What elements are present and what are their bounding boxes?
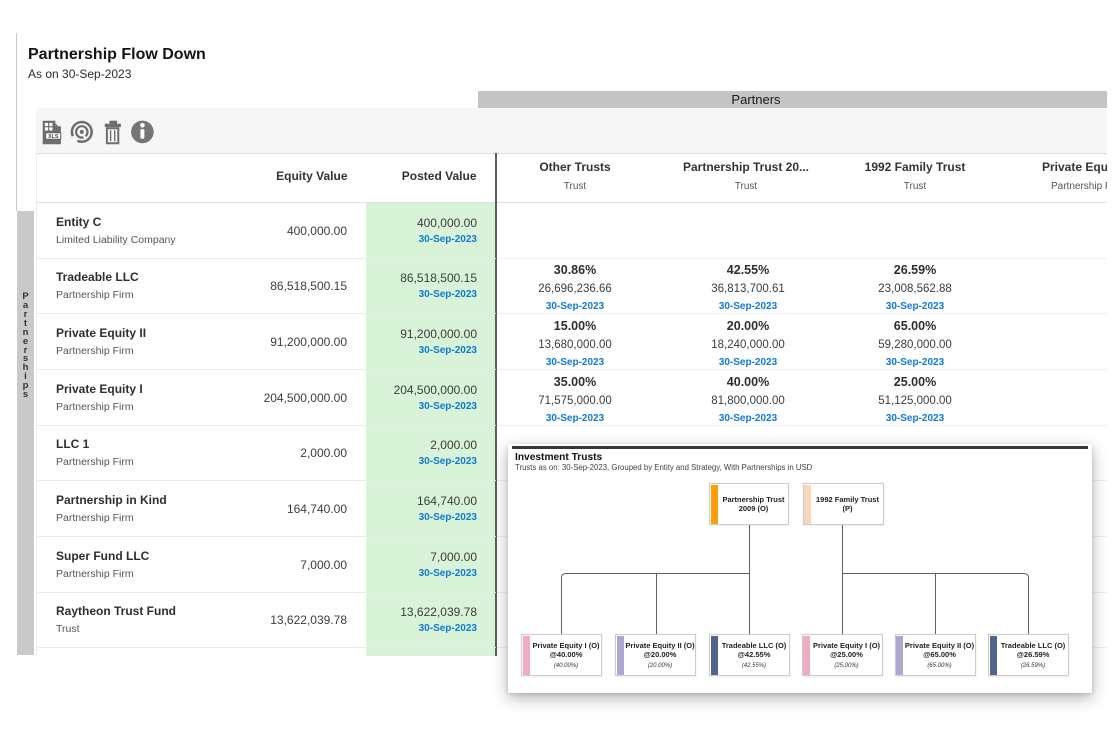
svg-text:XLS: XLS [48, 134, 59, 140]
